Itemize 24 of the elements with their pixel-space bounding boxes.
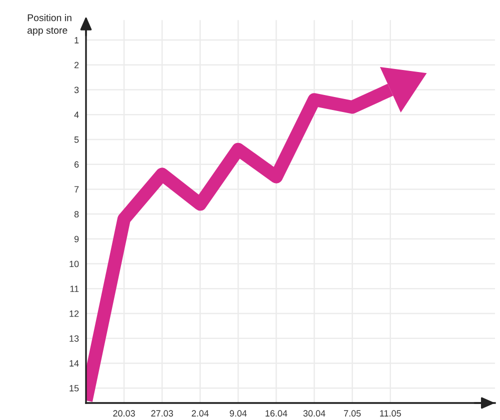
- y-tick-label: 12: [70, 310, 79, 317]
- x-tick-label: 30.04: [303, 410, 326, 417]
- x-tick-label: 20.03: [113, 410, 135, 417]
- y-tick-label: 13: [70, 335, 79, 342]
- x-tick-label: 16.04: [266, 410, 288, 417]
- y-tick-label: 4: [74, 112, 79, 118]
- y-tick-label: 6: [74, 161, 79, 168]
- y-tick-label: 1: [74, 37, 79, 44]
- y-tick-label: 3: [74, 86, 79, 94]
- y-tick-label: 5: [74, 136, 79, 143]
- y-tick-label: 11: [70, 286, 79, 292]
- y-tick-label: 10: [70, 260, 79, 268]
- x-tick-label: 11.05: [380, 410, 401, 417]
- x-tick-label: 2.04: [192, 410, 209, 417]
- y-tick-label: 9: [74, 236, 79, 242]
- y-tick-label: 7: [74, 186, 79, 192]
- x-tick-label: 7.05: [344, 410, 361, 417]
- y-tick-label: 14: [70, 360, 79, 366]
- x-tick-label: 9.04: [230, 410, 247, 417]
- y-tick-label: 8: [74, 211, 79, 218]
- y-tick-label: 2: [74, 62, 79, 68]
- y-tick-label: 15: [70, 385, 79, 392]
- x-tick-label: 27.03: [151, 410, 173, 417]
- y-axis-title: Position in app store: [28, 14, 72, 36]
